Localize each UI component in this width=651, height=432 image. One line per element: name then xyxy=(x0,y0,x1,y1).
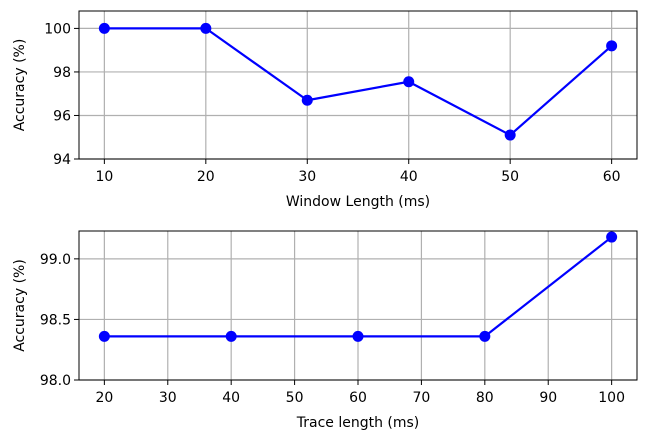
x-axis-label: Window Length (ms) xyxy=(286,194,430,210)
y-tick-label: 96 xyxy=(53,108,71,124)
series-layer xyxy=(98,231,618,342)
plot-frame xyxy=(78,10,638,160)
data-point xyxy=(403,76,415,88)
y-tick-label: 98.5 xyxy=(40,312,71,328)
ticks: 10 20 30 40 50 60 94 96 98 100 xyxy=(44,21,620,185)
series-line xyxy=(104,27,613,137)
x-tick-label: 40 xyxy=(222,390,240,406)
series-layer xyxy=(98,22,618,141)
x-tick-label: 40 xyxy=(400,169,418,185)
x-tick-label: 60 xyxy=(349,390,367,406)
data-point xyxy=(352,330,364,342)
x-axis-label: Trace length (ms) xyxy=(296,415,420,431)
x-tick-label: 20 xyxy=(95,390,113,406)
grid xyxy=(79,11,637,160)
y-tick-label: 100 xyxy=(44,21,71,37)
trace-length-accuracy-plot: 20 30 40 50 60 70 80 90 100 98.0 98.5 99.0 Trace le… xyxy=(12,230,638,431)
grid xyxy=(79,231,637,381)
x-tick-label: 60 xyxy=(603,169,621,185)
x-tick-label: 70 xyxy=(412,390,430,406)
x-tick-label: 80 xyxy=(476,390,494,406)
window-length-accuracy-plot: 10 20 30 40 50 60 94 96 98 100 Window Length (ms)… xyxy=(12,10,638,210)
data-point xyxy=(606,40,618,52)
x-tick-label: 30 xyxy=(298,169,316,185)
x-tick-label: 10 xyxy=(95,169,113,185)
y-axis-label: Accuracy (%) xyxy=(12,259,28,352)
x-tick-label: 90 xyxy=(539,390,557,406)
data-point xyxy=(479,330,491,342)
data-point xyxy=(606,231,618,243)
y-tick-label: 99.0 xyxy=(40,252,71,268)
y-axis-label: Accuracy (%) xyxy=(12,39,28,132)
ticks: 20 30 40 50 60 70 80 90 100 98.0 98.5 99.0 xyxy=(40,252,625,406)
data-point xyxy=(225,330,237,342)
data-point xyxy=(504,129,516,141)
x-tick-label: 20 xyxy=(197,169,215,185)
data-point xyxy=(98,330,110,342)
y-tick-label: 98 xyxy=(53,65,71,81)
data-point xyxy=(301,94,313,106)
x-tick-label: 100 xyxy=(598,390,625,406)
x-tick-label: 50 xyxy=(501,169,519,185)
data-point xyxy=(98,22,110,34)
x-tick-label: 50 xyxy=(286,390,304,406)
y-tick-label: 94 xyxy=(53,152,71,168)
y-tick-label: 98.0 xyxy=(40,373,71,389)
data-point xyxy=(200,22,212,34)
x-tick-label: 30 xyxy=(159,390,177,406)
